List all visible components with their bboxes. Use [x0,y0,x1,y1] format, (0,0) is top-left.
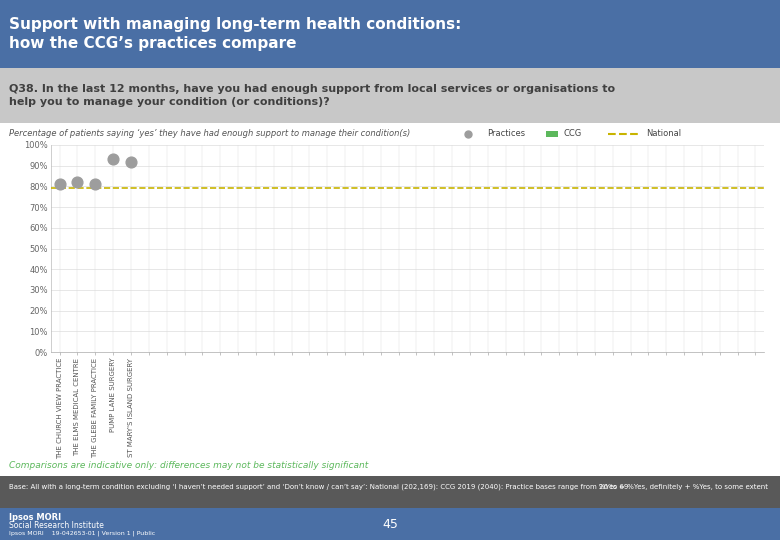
Point [53,180,66,188]
Text: CCG: CCG [563,130,581,138]
Bar [0,508,780,540]
Bar [546,131,558,137]
Text: Ipsos MORI    19-042653-01 | Version 1 | Public: Ipsos MORI 19-042653-01 | Version 1 | Pu… [9,531,156,536]
Point [462,130,474,138]
Point [107,155,119,164]
Bar [0,454,780,476]
Bar [0,476,780,508]
Text: Q38. In the last 12 months, have you had enough support from local services or o: Q38. In the last 12 months, have you had… [9,84,615,107]
Text: Comparisons are indicative only: differences may not be statistically significan: Comparisons are indicative only: differe… [9,461,369,469]
Text: 45: 45 [382,517,398,530]
Bar [0,0,780,68]
Bar [0,123,780,454]
Text: Social Research Institute: Social Research Institute [9,521,105,530]
Point [125,157,137,166]
Point [89,180,101,188]
Point [71,178,83,187]
Text: Ipsos MORI: Ipsos MORI [9,513,62,522]
Bar [0,68,780,123]
Text: Support with managing long-term health conditions:
how the CCG’s practices compa: Support with managing long-term health c… [9,17,462,51]
Text: Percentage of patients saying ‘yes’ they have had enough support to manage their: Percentage of patients saying ‘yes’ they… [9,130,410,138]
Text: Base: All with a long-term condition excluding ‘I haven’t needed support’ and ‘D: Base: All with a long-term condition exc… [9,483,629,490]
Text: National: National [646,130,681,138]
Text: Practices: Practices [488,130,526,138]
Text: %Yes = %Yes, definitely + %Yes, to some extent: %Yes = %Yes, definitely + %Yes, to some … [599,484,768,490]
